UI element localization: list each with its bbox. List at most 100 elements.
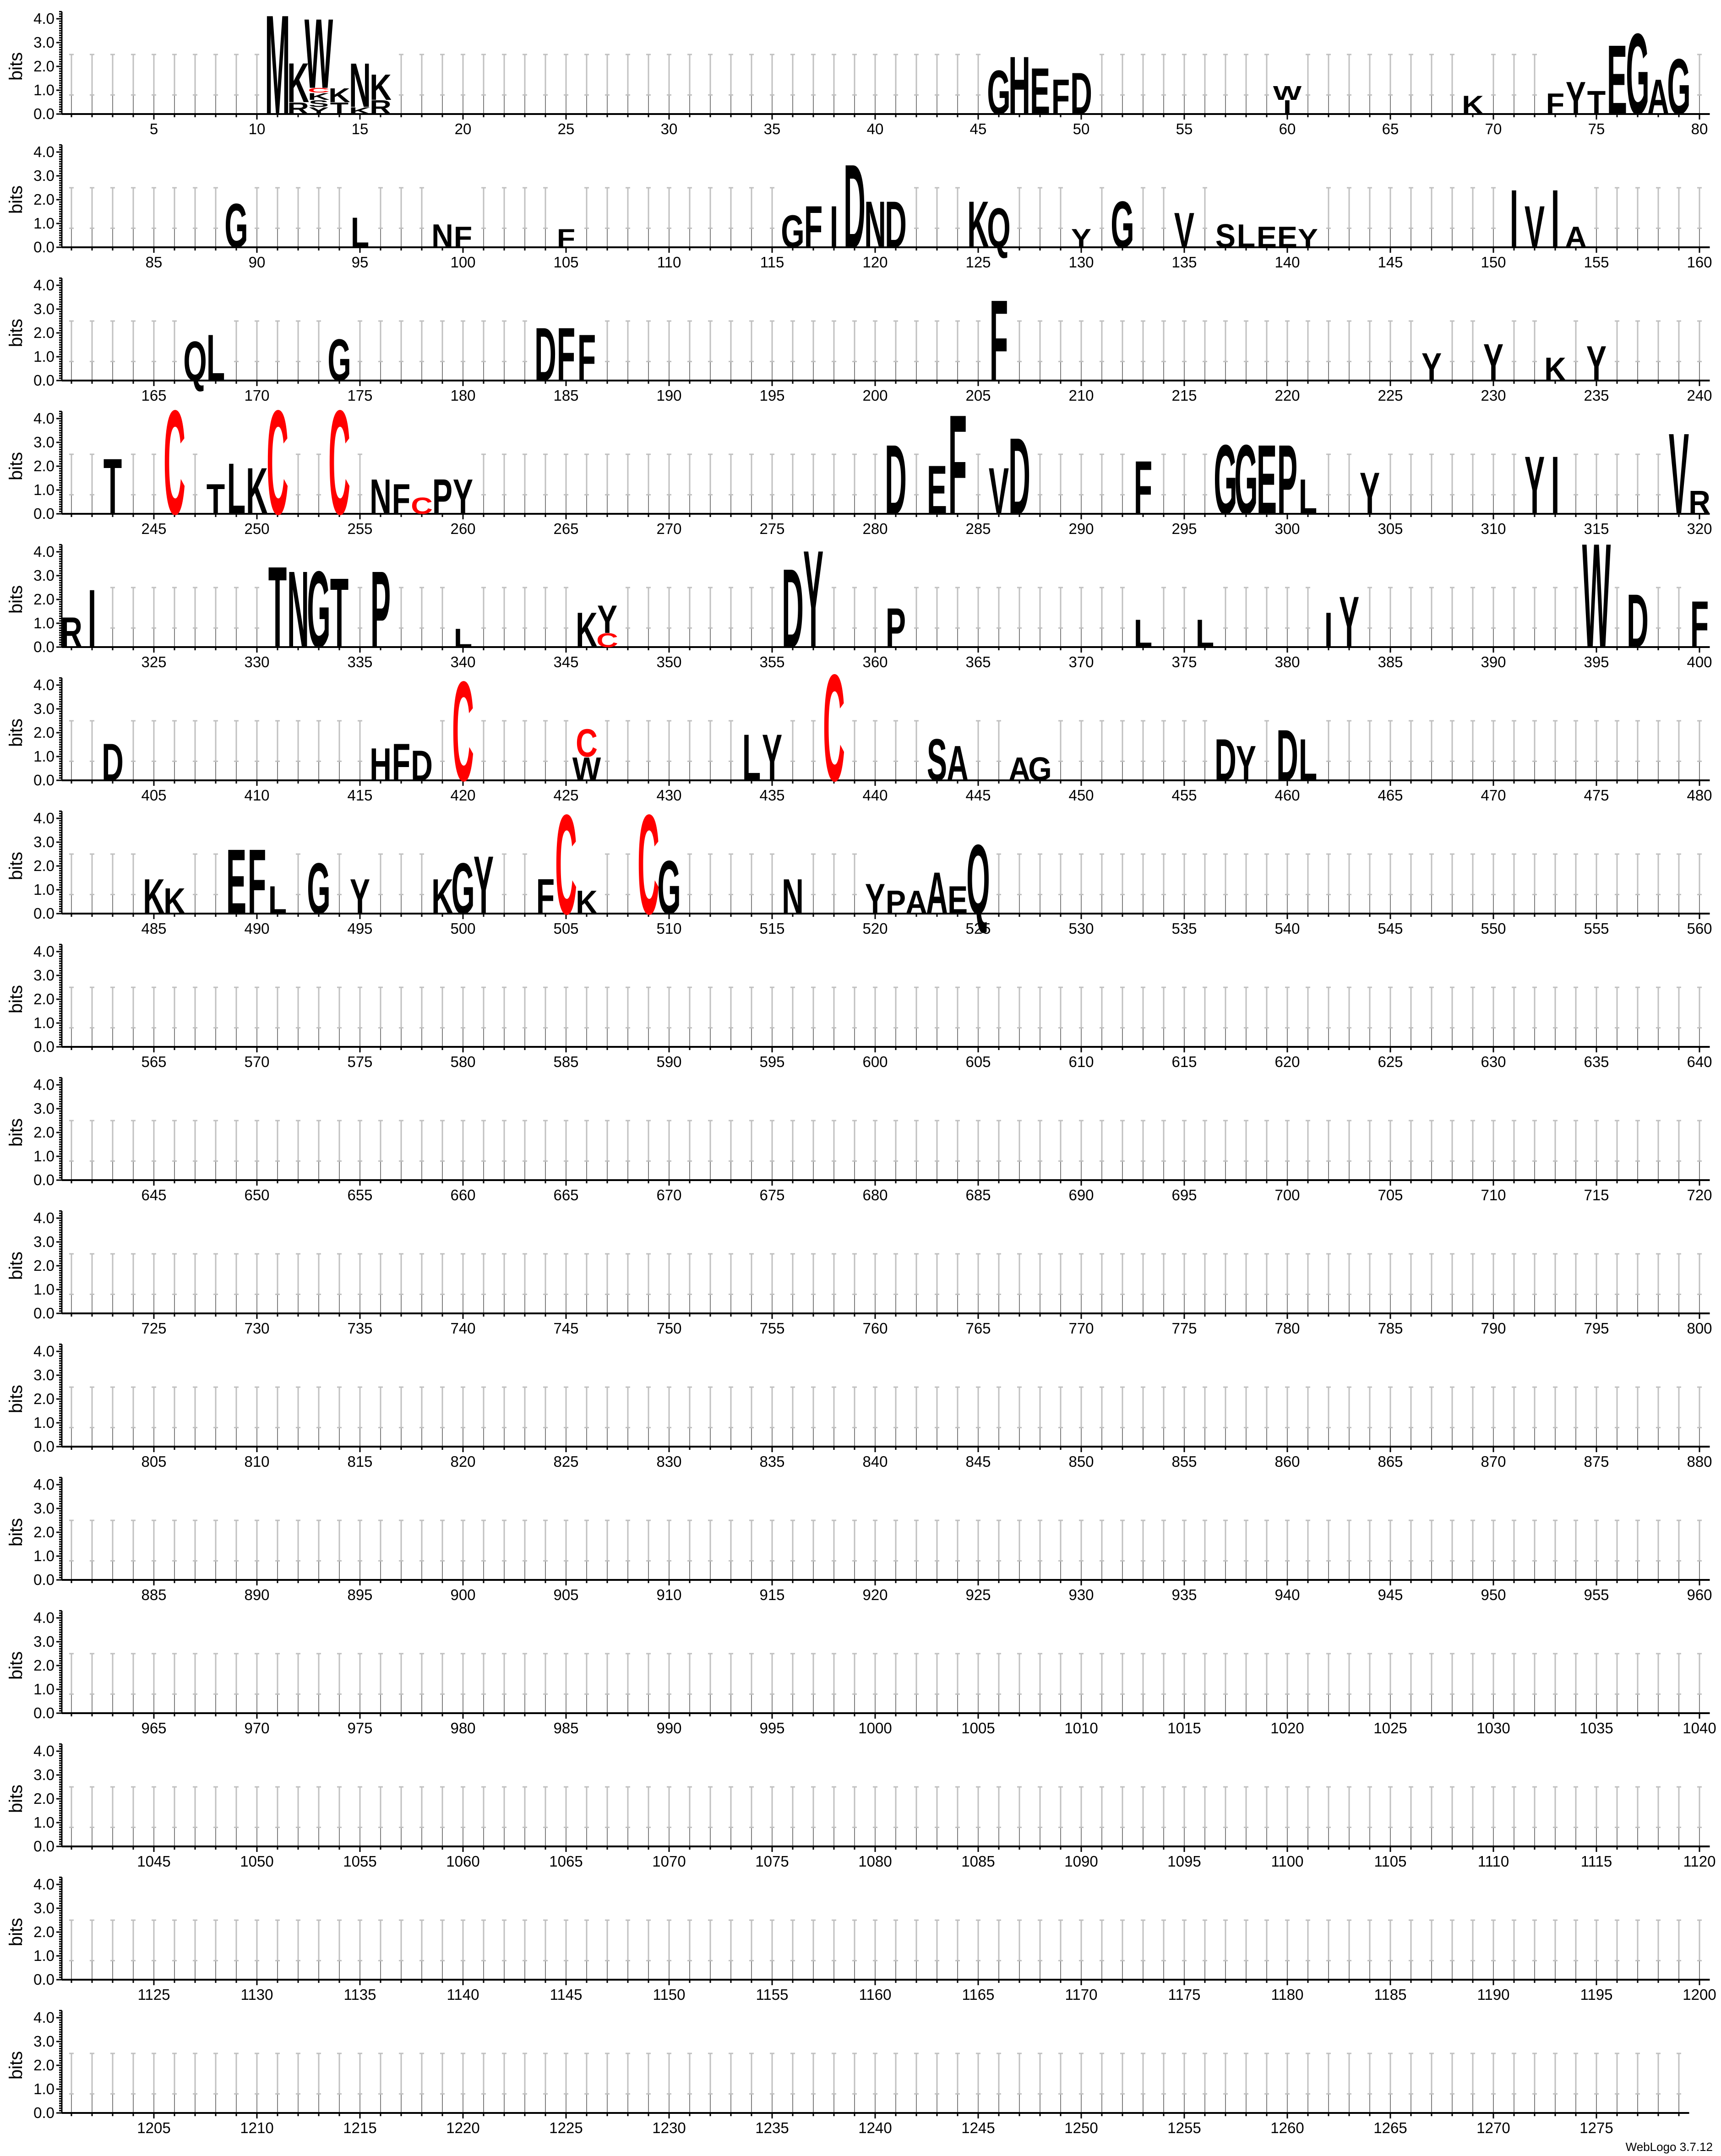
x-tick-label: 155 <box>1584 254 1609 271</box>
logo-letter-N: N <box>431 217 453 254</box>
logo-letter-L: L <box>1237 217 1255 254</box>
x-tick-label: 245 <box>141 520 166 537</box>
x-tick-label: 190 <box>656 387 681 404</box>
x-tick-label: 725 <box>141 1320 166 1337</box>
x-tick-label: 340 <box>450 653 475 670</box>
logo-letter-K: K <box>287 51 309 114</box>
logo-letter-G: G <box>987 57 1010 127</box>
y-tick-label: 4.0 <box>33 277 54 294</box>
x-tick-label: 510 <box>656 920 681 937</box>
logo-letter-E: E <box>948 878 968 922</box>
logo-letter-H: H <box>1008 39 1030 132</box>
logo-letter-V: V <box>1669 410 1689 539</box>
logo-letter-D: D <box>534 312 556 397</box>
logo-letter-F: F <box>392 475 410 523</box>
y-tick-label: 2.0 <box>33 991 54 1007</box>
logo-letter-D: D <box>102 733 124 792</box>
logo-letter-C: C <box>308 87 330 94</box>
x-tick-label: 480 <box>1687 787 1712 804</box>
y-tick-label: 4.0 <box>33 1476 54 1493</box>
x-tick-label: 415 <box>347 787 372 804</box>
x-tick-label: 690 <box>1068 1187 1094 1203</box>
logo-letter-W: W <box>1582 512 1611 679</box>
x-tick-label: 100 <box>450 254 475 271</box>
logo-letter-I: I <box>88 572 96 665</box>
logo-letter-D: D <box>782 546 804 671</box>
x-tick-label: 885 <box>141 1586 166 1603</box>
y-tick-label: 3.0 <box>33 567 54 584</box>
x-tick-label: 875 <box>1584 1453 1609 1470</box>
y-tick-label: 2.0 <box>33 1524 54 1541</box>
logo-letter-N: N <box>370 469 392 525</box>
x-tick-label: 360 <box>862 653 888 670</box>
x-tick-label: 35 <box>764 120 781 137</box>
x-tick-label: 260 <box>450 520 475 537</box>
logo-letter-T: T <box>330 99 349 118</box>
x-tick-label: 55 <box>1176 120 1193 137</box>
x-tick-label: 25 <box>558 120 575 137</box>
x-tick-label: 815 <box>347 1453 372 1470</box>
x-tick-label: 275 <box>759 520 784 537</box>
y-tick-label: 0.0 <box>33 505 54 522</box>
x-tick-label: 715 <box>1584 1187 1609 1203</box>
logo-letter-K: K <box>349 105 371 116</box>
x-tick-label: 435 <box>759 787 784 804</box>
logo-letter-N: N <box>349 50 371 120</box>
x-tick-label: 795 <box>1584 1320 1609 1337</box>
y-tick-label: 2.0 <box>33 724 54 741</box>
x-tick-label: 130 <box>1068 254 1094 271</box>
logo-letter-L: L <box>207 321 225 395</box>
x-tick-label: 775 <box>1171 1320 1197 1337</box>
y-tick-label: 0.0 <box>33 1171 54 1188</box>
logo-letter-D: D <box>1008 416 1030 538</box>
x-tick-label: 790 <box>1481 1320 1506 1337</box>
logo-letter-L: L <box>268 878 287 922</box>
y-tick-label: 4.0 <box>33 543 54 560</box>
y-tick-label: 3.0 <box>33 967 54 984</box>
x-tick-label: 195 <box>759 387 784 404</box>
logo-letter-G: G <box>657 845 681 930</box>
x-tick-label: 230 <box>1481 387 1506 404</box>
logo-letter-Y: Y <box>474 839 494 931</box>
logo-letter-Y: Y <box>1360 460 1380 527</box>
logo-letter-Y: Y <box>1339 581 1359 663</box>
y-tick-label: 3.0 <box>33 34 54 51</box>
x-tick-label: 590 <box>656 1053 681 1070</box>
logo-letter-I: I <box>1283 96 1291 118</box>
logo-letter-P: P <box>1277 424 1297 535</box>
x-tick-label: 560 <box>1687 920 1712 937</box>
x-tick-label: 75 <box>1588 120 1605 137</box>
logo-letter-N: N <box>782 869 804 925</box>
x-tick-label: 845 <box>965 1453 991 1470</box>
x-tick-label: 540 <box>1274 920 1300 937</box>
logo-letter-C: C <box>576 721 598 765</box>
y-axis-label: bits <box>6 852 26 880</box>
logo-letter-C: C <box>328 379 350 545</box>
x-tick-label: 215 <box>1171 387 1197 404</box>
logo-letter-Q: Q <box>183 330 207 392</box>
logo-letter-F: F <box>248 830 266 933</box>
logo-row: 0.0 1.0 2.0 3.0 4.0 bits 645 650 655 660 665 670 675… <box>6 1076 1712 1203</box>
x-tick-label: 535 <box>1171 920 1197 937</box>
x-tick-label: 350 <box>656 653 681 670</box>
x-tick-label: 820 <box>450 1453 475 1470</box>
logo-letter-K: K <box>246 454 268 528</box>
y-axis-label: bits <box>6 319 26 347</box>
logo-letter-F: F <box>804 194 822 260</box>
y-tick-label: 4.0 <box>33 676 54 693</box>
y-axis-label: bits <box>6 585 26 614</box>
logo-letter-C: C <box>452 652 474 811</box>
x-tick-label: 455 <box>1171 787 1197 804</box>
x-tick-label: 250 <box>244 520 269 537</box>
x-tick-label: 645 <box>141 1187 166 1203</box>
x-tick-label: 175 <box>347 387 372 404</box>
y-tick-label: 4.0 <box>33 410 54 427</box>
x-tick-label: 840 <box>862 1453 888 1470</box>
x-tick-label: 670 <box>656 1187 681 1203</box>
x-tick-label: 200 <box>862 387 888 404</box>
y-axis-label: bits <box>6 1385 26 1413</box>
x-tick-label: 600 <box>862 1053 888 1070</box>
x-tick-label: 700 <box>1274 1187 1300 1203</box>
x-tick-label: 375 <box>1171 653 1197 670</box>
